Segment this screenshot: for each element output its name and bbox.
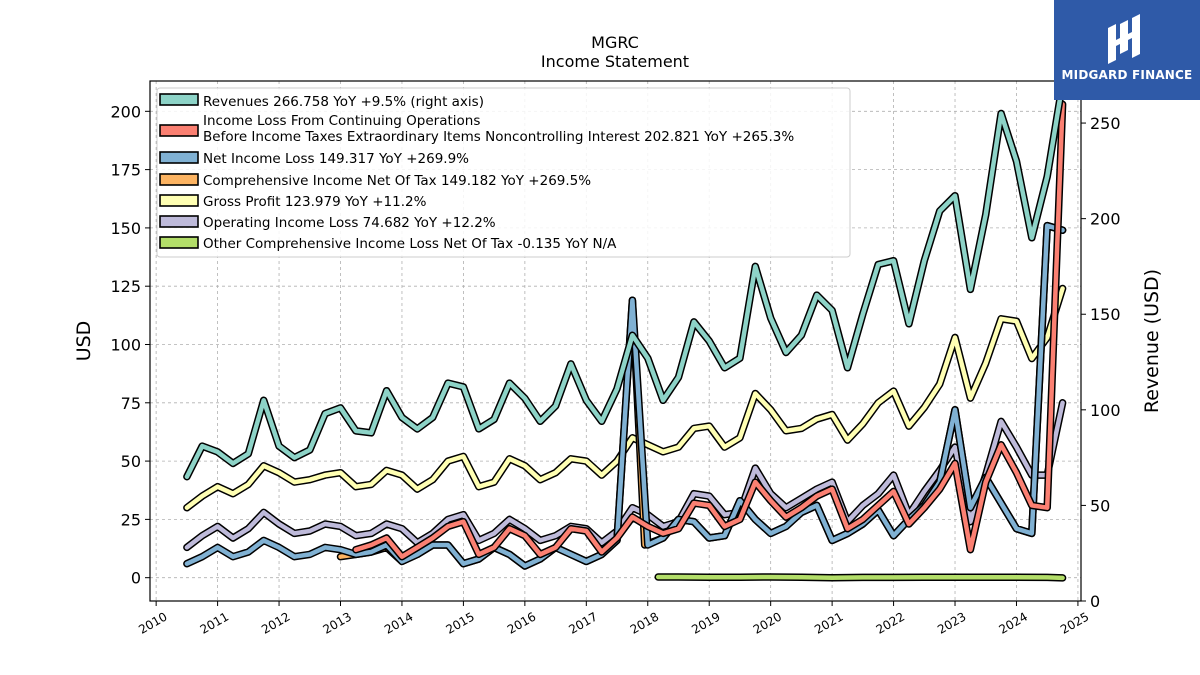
legend-entry: Other Comprehensive Income Loss Net Of T…: [203, 236, 617, 252]
legend-swatch: [159, 124, 199, 137]
x-tick-label: 2010: [136, 609, 169, 636]
y-tick-label: 175: [110, 161, 141, 180]
midgard-finance-logo: MIDGARD FINANCE: [1054, 0, 1200, 100]
chart-title: MGRC: [591, 33, 639, 52]
x-tick-label: 2019: [689, 609, 722, 636]
legend-swatch: [159, 194, 199, 207]
x-tick-label: 2011: [198, 609, 231, 636]
x-tick-label: 2022: [874, 609, 907, 636]
legend-box: [156, 87, 851, 258]
y-right-tick-label: 200: [1090, 210, 1121, 229]
series-revenues: [183, 79, 1067, 481]
series-lines: [183, 79, 1067, 582]
chart-subtitle: Income Statement: [541, 52, 689, 71]
x-tick-label: 2024: [997, 609, 1030, 636]
y-tick-label: 200: [110, 102, 141, 121]
y-axis-label: USD: [73, 321, 95, 362]
y-tick-label: 0: [131, 569, 141, 588]
legend-swatch: [159, 151, 199, 164]
series-line: [353, 102, 1065, 559]
x-tick-label: 2021: [812, 609, 845, 636]
legend-swatch: [159, 173, 199, 186]
logo-mark-icon: [1108, 14, 1140, 64]
x-tick-label: 2023: [935, 609, 968, 636]
legend: Revenues 266.758 YoY +9.5% (right axis) I…: [156, 87, 851, 258]
series-line: [338, 223, 1065, 569]
y-right-tick-label: 100: [1090, 401, 1121, 420]
legend-entry: Income Loss From Continuing Operations: [203, 113, 480, 129]
y-right-tick-label: 250: [1090, 114, 1121, 133]
legend-entry: Gross Profit 123.979 YoY +11.2%: [203, 194, 427, 210]
legend-entry: Before Income Taxes Extraordinary Items …: [203, 129, 794, 145]
x-tick-label: 2017: [566, 609, 599, 636]
y-tick-label: 75: [121, 394, 141, 413]
legend-swatch: [159, 215, 199, 228]
x-tick-label: 2012: [259, 609, 292, 636]
y-axis-right-label: Revenue (USD): [1141, 269, 1163, 413]
x-tick-label: 2025: [1058, 609, 1091, 636]
series-line: [184, 80, 1065, 479]
series-line: [184, 400, 1065, 550]
legend-entry: Comprehensive Income Net Of Tax 149.182 …: [203, 173, 591, 189]
series-comprehensive-income-net-of-tax: [336, 221, 1067, 570]
legend-swatch: [159, 93, 199, 106]
series-income-loss-from-continuing-operations-before-income-taxes-extraordinary-items-noncontrolling-interest: [352, 100, 1067, 561]
series-operating-income-loss: [183, 399, 1067, 552]
x-tick-label: 2016: [505, 609, 538, 636]
y-tick-label: 150: [110, 219, 141, 238]
y-tick-label: 100: [110, 335, 141, 354]
x-tick-label: 2018: [628, 609, 661, 636]
y-right-tick-label: 0: [1090, 592, 1100, 611]
legend-entry: Net Income Loss 149.317 YoY +269.9%: [203, 151, 469, 167]
legend-swatch: [159, 236, 199, 249]
legend-entry: Operating Income Loss 74.682 YoY +12.2%: [203, 215, 496, 231]
y-tick-label: 125: [110, 277, 141, 296]
x-tick-label: 2014: [382, 609, 415, 636]
y-right-tick-label: 150: [1090, 305, 1121, 324]
logo-text: MIDGARD FINANCE: [1061, 68, 1193, 82]
x-tick-label: 2013: [321, 609, 354, 636]
series-outline: [336, 221, 1067, 570]
x-tick-label: 2020: [751, 609, 784, 636]
y-right-tick-label: 50: [1090, 496, 1110, 515]
plot-frame: [149, 80, 1082, 602]
y-tick-label: 50: [121, 452, 141, 471]
x-tick-label: 2015: [443, 609, 476, 636]
y-tick-label: 25: [121, 510, 141, 529]
legend-entry: Revenues 266.758 YoY +9.5% (right axis): [203, 94, 484, 110]
series-other-comprehensive-income-loss-net-of-tax: [654, 573, 1067, 582]
series-line: [655, 574, 1065, 581]
